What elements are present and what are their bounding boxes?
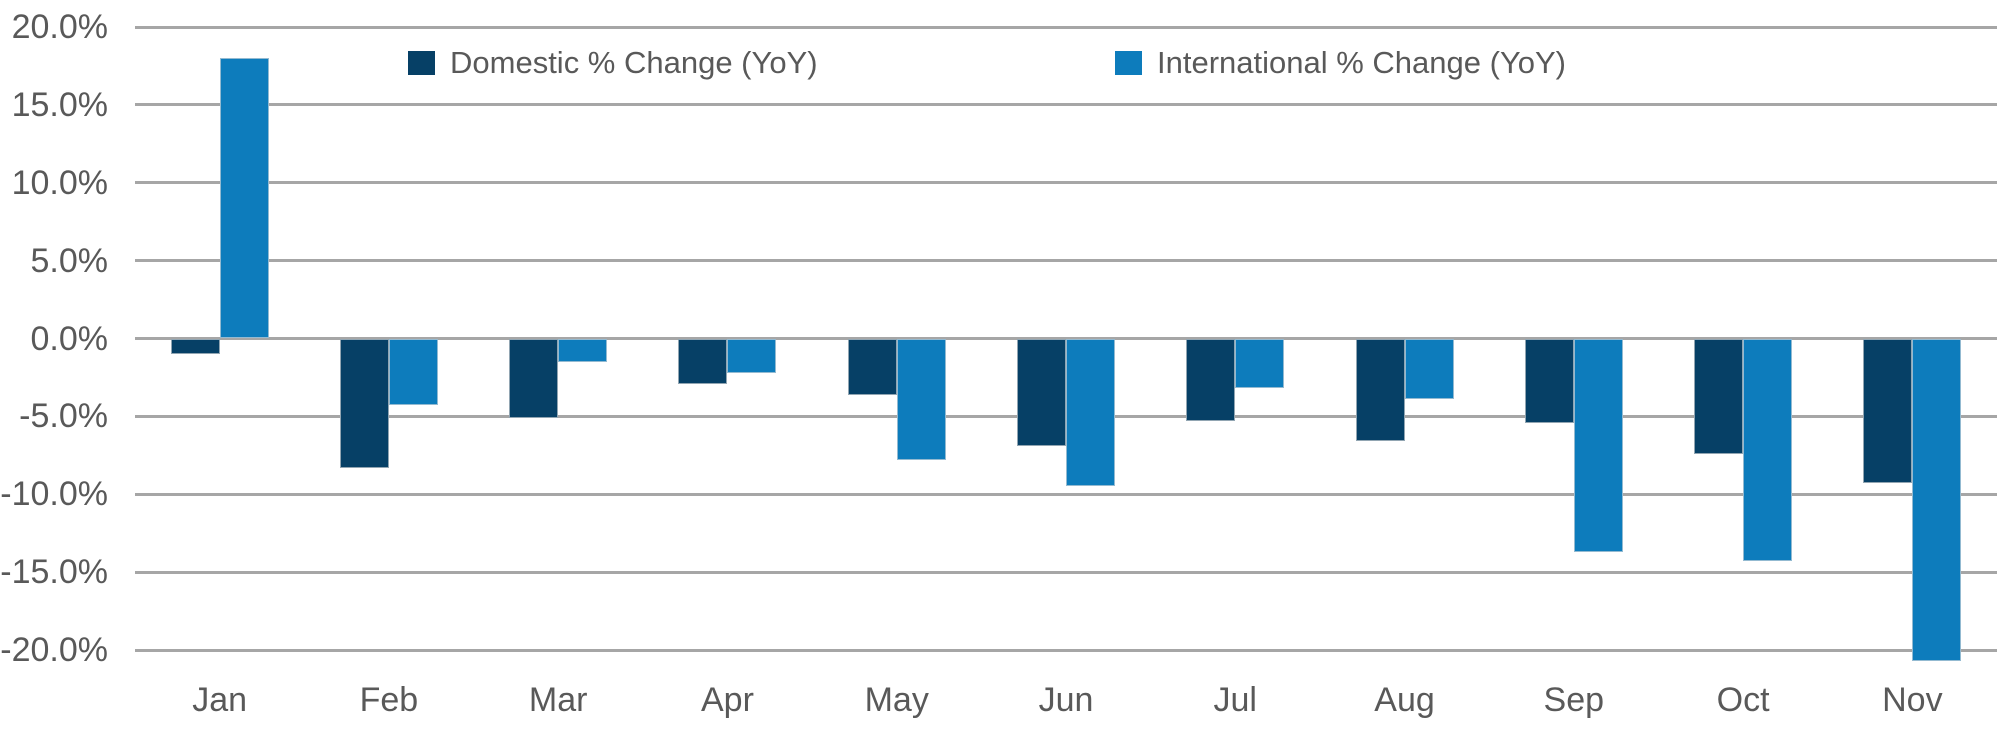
legend-item-international: International % Change (YoY) [1115,44,1566,82]
bar-international-sep [1573,338,1623,552]
x-tick-label-jul: Jul [1213,681,1257,719]
gridline [135,648,1997,652]
x-tick-label-may: May [864,681,929,719]
bar-international-mar [558,338,608,362]
legend-label-international: International % Change (YoY) [1157,45,1567,80]
gridline [135,570,1997,574]
bar-domestic-nov [1863,338,1913,484]
bar-domestic-aug [1355,338,1405,442]
y-tick-label: 20.0% [11,8,108,46]
y-tick-label: 10.0% [11,163,108,202]
bar-international-jun [1066,338,1115,487]
bar-international-jul [1235,338,1285,389]
gridline [135,259,1997,263]
gridline [135,492,1997,496]
gridline [135,181,1997,185]
domestic-series-swatch [408,51,435,75]
y-tick-label: -5.0% [19,397,108,436]
bar-domestic-jul [1186,338,1236,422]
bar-domestic-jan [170,338,220,355]
bar-international-jan [219,58,269,339]
x-tick-label-aug: Aug [1374,681,1435,719]
y-tick-label: 0.0% [30,319,109,358]
x-tick-label-jan: Jan [192,681,248,719]
bar-domestic-feb [339,338,389,468]
y-tick-label: 15.0% [11,85,108,124]
bar-domestic-mar [509,338,559,418]
legend-label-domestic: Domestic % Change (YoY) [450,45,818,80]
y-tick-label: 5.0% [30,241,109,280]
international-series-swatch [1115,51,1142,75]
x-tick-label-nov: Nov [1882,681,1943,719]
gridline [135,103,1997,107]
x-tick-label-mar: Mar [528,681,588,719]
x-tick-label-jun: Jun [1038,681,1094,719]
bar-international-nov [1912,338,1962,661]
bar-domestic-apr [678,338,728,384]
bar-international-feb [388,338,438,406]
y-tick-label: -20.0% [0,631,108,669]
bar-international-may [896,338,946,460]
y-tick-label: -15.0% [0,553,108,592]
x-tick-label-apr: Apr [700,681,754,719]
gridline [135,25,1997,29]
x-tick-label-feb: Feb [359,681,419,719]
bar-domestic-sep [1524,338,1574,423]
bar-international-aug [1404,338,1454,400]
bar-domestic-oct [1694,338,1744,454]
legend-item-domestic: Domestic % Change (YoY) [408,44,818,82]
x-tick-label-oct: Oct [1716,681,1770,719]
bar-international-oct [1743,338,1793,562]
bar-domestic-jun [1017,338,1066,446]
bar-international-apr [727,338,777,373]
y-tick-label: -10.0% [0,475,108,514]
bar-domestic-may [847,338,897,395]
x-tick-label-sep: Sep [1543,681,1605,719]
